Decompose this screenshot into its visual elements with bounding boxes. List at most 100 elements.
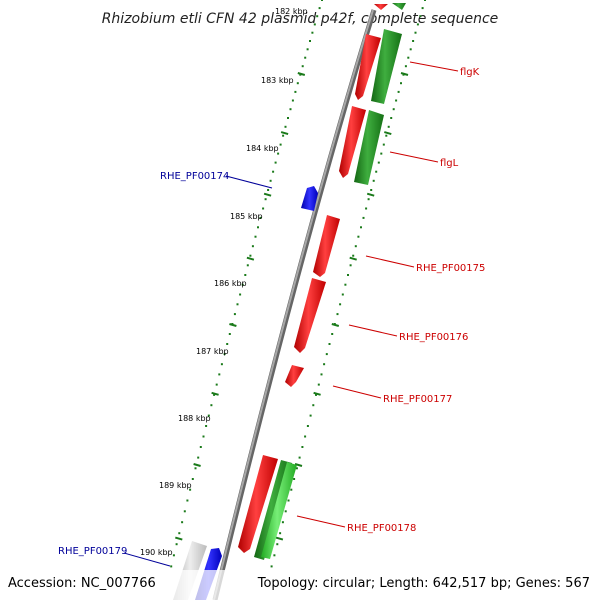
tick-mark-outer <box>275 536 284 541</box>
tick-dot-inner <box>241 283 244 286</box>
tick-mark-inner <box>175 536 183 541</box>
tick-dot-outer <box>270 565 273 568</box>
map-title: Rhizobium etli CFN 42 plasmid p42f, comp… <box>102 11 499 27</box>
gene-RHE_PF00175 <box>313 215 340 277</box>
leader-RHE_PF00177 <box>332 385 382 399</box>
tick-dot-outer <box>414 31 417 34</box>
tick-mark-inner <box>280 131 289 136</box>
tick-dot-outer <box>407 56 410 59</box>
tick-dot-inner <box>220 363 223 366</box>
tick-dot-inner <box>189 488 192 491</box>
tick-dot-outer <box>367 198 370 201</box>
tick-dot-outer <box>365 207 368 210</box>
tick-dot-outer <box>349 264 352 267</box>
tick-dot-outer <box>273 554 276 557</box>
tick-dot-inner <box>215 383 218 386</box>
gene-label-RHE_PF00177: RHE_PF00177 <box>383 394 452 405</box>
tick-dot-inner <box>318 7 321 10</box>
tick-dot-outer <box>287 499 290 502</box>
tick-dot-outer <box>416 23 419 26</box>
leader-RHE_PF00178 <box>296 515 346 528</box>
tick-dot-outer <box>304 435 307 438</box>
tick-dot-inner <box>246 264 249 267</box>
tick-label-188kbp: 188 kbp <box>178 414 211 423</box>
gene-label-flgK: flgK <box>460 67 480 78</box>
tick-dot-inner <box>259 216 262 219</box>
tick-mark-outer <box>349 256 357 261</box>
tick-dot-inner <box>269 179 272 182</box>
gene-arrow-top <box>374 4 388 10</box>
tick-dot-outer <box>352 254 355 257</box>
tick-dot-outer <box>409 48 412 51</box>
tick-dot-outer <box>317 383 320 386</box>
tick-dot-inner <box>282 134 285 137</box>
tick-mark-inner <box>297 72 306 76</box>
tick-dot-inner <box>175 543 178 546</box>
tick-dot-outer <box>390 117 393 119</box>
gene-labels: flgK flgL RHE_PF00174 RHE_PF00175 RHE_PF… <box>58 67 485 557</box>
tick-dot-inner <box>316 15 319 18</box>
tick-dot-inner <box>223 353 226 356</box>
tick-dot-inner <box>284 125 287 128</box>
tick-dot-inner <box>251 245 254 248</box>
tick-mark-outer <box>331 323 340 327</box>
gene-flgL-complement <box>354 110 384 185</box>
tick-dot-inner <box>264 198 267 201</box>
tick-dot-inner <box>186 499 189 502</box>
tick-dot-outer <box>344 283 347 286</box>
tick-dot-outer <box>279 532 282 535</box>
tick-dot-outer <box>382 143 385 146</box>
tick-mark-inner <box>211 391 219 396</box>
tick-mark-inner <box>263 192 272 197</box>
tick-label-182kbp: 182 kbp <box>275 7 308 16</box>
gene-label-RHE_PF00174: RHE_PF00174 <box>160 171 229 182</box>
tick-dot-inner <box>262 207 265 210</box>
label-leaders <box>123 61 459 567</box>
tick-dot-inner <box>313 23 316 26</box>
tick-dot-outer <box>424 0 426 1</box>
tick-dot-inner <box>226 343 229 345</box>
tick-dot-inner <box>239 293 242 296</box>
gene-label-RHE_PF00179: RHE_PF00179 <box>58 546 127 557</box>
leader-RHE_PF00174 <box>225 175 273 189</box>
tick-dot-inner <box>306 48 309 51</box>
tick-dot-inner <box>236 303 239 306</box>
leader-flgK <box>409 61 459 72</box>
tick-dot-outer <box>331 333 334 335</box>
tick-dot-inner <box>287 117 289 119</box>
tick-mark-outer <box>366 192 375 197</box>
tick-mark-inner <box>193 463 201 467</box>
tick-dot-outer <box>419 15 422 18</box>
tick-mark-outer <box>294 463 303 467</box>
tick-dot-inner <box>309 40 311 42</box>
tick-dot-inner <box>244 274 247 276</box>
leader-RHE_PF00179 <box>123 552 171 567</box>
gene-RHE_PF00178 <box>238 455 278 553</box>
tick-mark-inner <box>246 256 255 261</box>
tick-dot-inner <box>289 108 292 111</box>
tick-dot-inner <box>279 143 282 146</box>
gene-label-RHE_PF00175: RHE_PF00175 <box>416 263 485 274</box>
gene-RHE_PF00176 <box>294 278 326 353</box>
tick-dot-outer <box>360 226 362 229</box>
tick-dot-outer <box>293 478 296 480</box>
tick-dot-outer <box>301 446 304 448</box>
tick-label-186kbp: 186 kbp <box>214 279 247 288</box>
tick-dot-outer <box>370 189 373 191</box>
tick-dot-inner <box>294 90 297 93</box>
backbone-shadow <box>212 9 377 600</box>
tick-dot-inner <box>257 226 259 229</box>
gene-flgL <box>339 106 366 178</box>
tick-dot-inner <box>267 189 270 191</box>
tick-dot-outer <box>312 404 315 407</box>
gene-flgK-complement <box>371 29 402 104</box>
tick-dot-inner <box>205 425 208 427</box>
tick-dot-outer <box>309 414 312 417</box>
tick-dot-outer <box>385 134 388 137</box>
leader-RHE_PF00176 <box>348 324 398 337</box>
tick-dot-inner <box>304 56 307 59</box>
tick-dot-inner <box>199 446 202 448</box>
tick-dot-outer <box>284 510 287 513</box>
tick-dot-outer <box>357 235 360 238</box>
